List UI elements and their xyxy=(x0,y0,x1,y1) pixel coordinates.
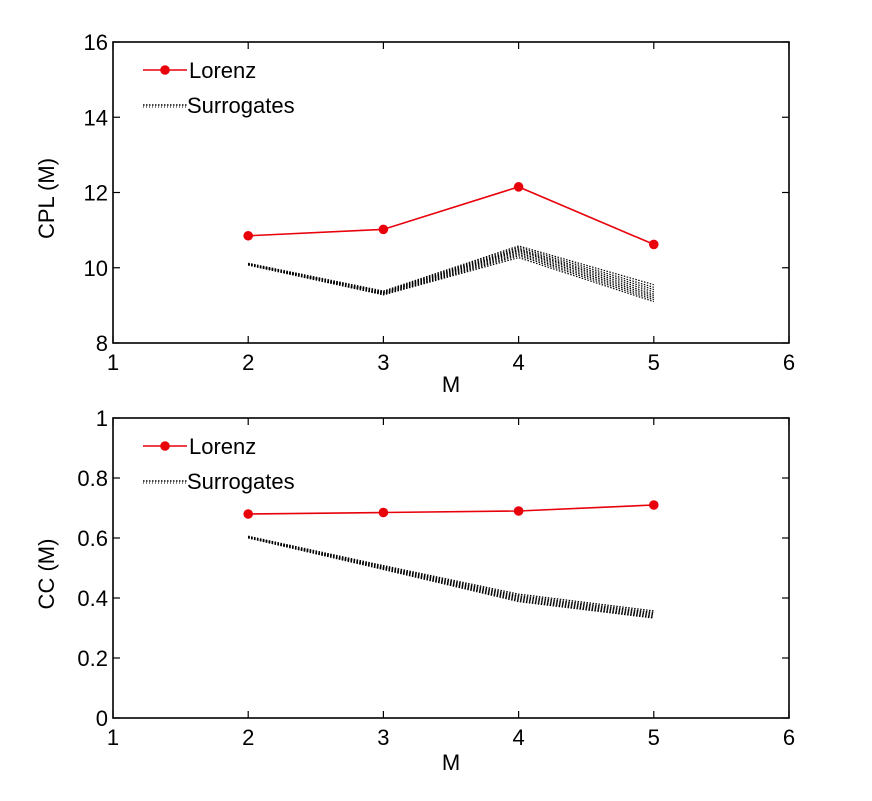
x-axis-label: M xyxy=(442,372,460,397)
y-tick-label: 1 xyxy=(96,406,108,431)
lorenz-point xyxy=(513,182,524,192)
y-tick-label: 0.8 xyxy=(77,466,108,491)
surrogate-series xyxy=(248,245,654,303)
y-tick-label: 0.6 xyxy=(77,526,108,551)
legend-lorenz-label: Lorenz xyxy=(189,434,256,459)
x-tick-label: 1 xyxy=(107,350,119,375)
x-tick-label: 3 xyxy=(377,350,389,375)
x-tick-label: 5 xyxy=(648,350,660,375)
surrogate-series xyxy=(248,535,654,619)
x-tick-label: 6 xyxy=(783,725,795,750)
y-tick-label: 12 xyxy=(84,181,108,206)
y-tick-label: 10 xyxy=(84,256,108,281)
legend: Lorenz Surrogates xyxy=(143,58,295,118)
surrogate-line xyxy=(248,537,654,619)
lorenz-point xyxy=(649,500,659,510)
legend-lorenz-label: Lorenz xyxy=(189,58,256,83)
lorenz-point xyxy=(513,506,524,516)
y-axis-label: CPL (M) xyxy=(34,158,59,239)
surrogate-line xyxy=(248,256,654,303)
lorenz-point xyxy=(243,509,253,519)
y-tick-label: 16 xyxy=(84,30,108,55)
y-tick-label: 8 xyxy=(96,331,108,356)
x-tick-label: 4 xyxy=(512,350,524,375)
lorenz-series xyxy=(243,500,659,519)
x-tick-label: 2 xyxy=(242,350,254,375)
x-tick-label: 5 xyxy=(648,725,660,750)
x-axis-label: M xyxy=(442,750,460,775)
lorenz-point xyxy=(243,230,253,241)
legend-surrogates-label: Surrogates xyxy=(187,469,295,494)
x-tick-label: 2 xyxy=(242,725,254,750)
lorenz-series xyxy=(243,182,659,250)
x-tick-label: 1 xyxy=(107,725,119,750)
surrogate-line xyxy=(248,246,654,293)
y-tick-label: 14 xyxy=(84,105,108,130)
lorenz-line xyxy=(248,504,654,515)
legend-surrogates-label: Surrogates xyxy=(187,93,295,118)
axes-box xyxy=(112,417,790,719)
x-tick-label: 6 xyxy=(783,350,795,375)
legend-lorenz-marker xyxy=(160,441,170,451)
lorenz-point xyxy=(378,224,389,235)
legend: Lorenz Surrogates xyxy=(143,434,295,494)
y-tick-label: 0.2 xyxy=(77,646,108,671)
y-tick-label: 0 xyxy=(96,706,108,731)
legend-lorenz-marker xyxy=(160,65,170,75)
lorenz-line xyxy=(248,186,655,246)
lorenz-point xyxy=(649,239,659,250)
surrogate-line xyxy=(248,245,654,292)
chart-panel-2: 1 2 3 4 5 6 0 0.2 0.4 0.6 0.8 1 M CC (M) Lorenz Surroga… xyxy=(34,406,795,775)
y-axis-label: CC (M) xyxy=(34,539,59,610)
x-tick-label: 4 xyxy=(512,725,524,750)
lorenz-point xyxy=(378,507,389,518)
x-tick-label: 3 xyxy=(377,725,389,750)
y-tick-label: 0.4 xyxy=(77,586,108,611)
